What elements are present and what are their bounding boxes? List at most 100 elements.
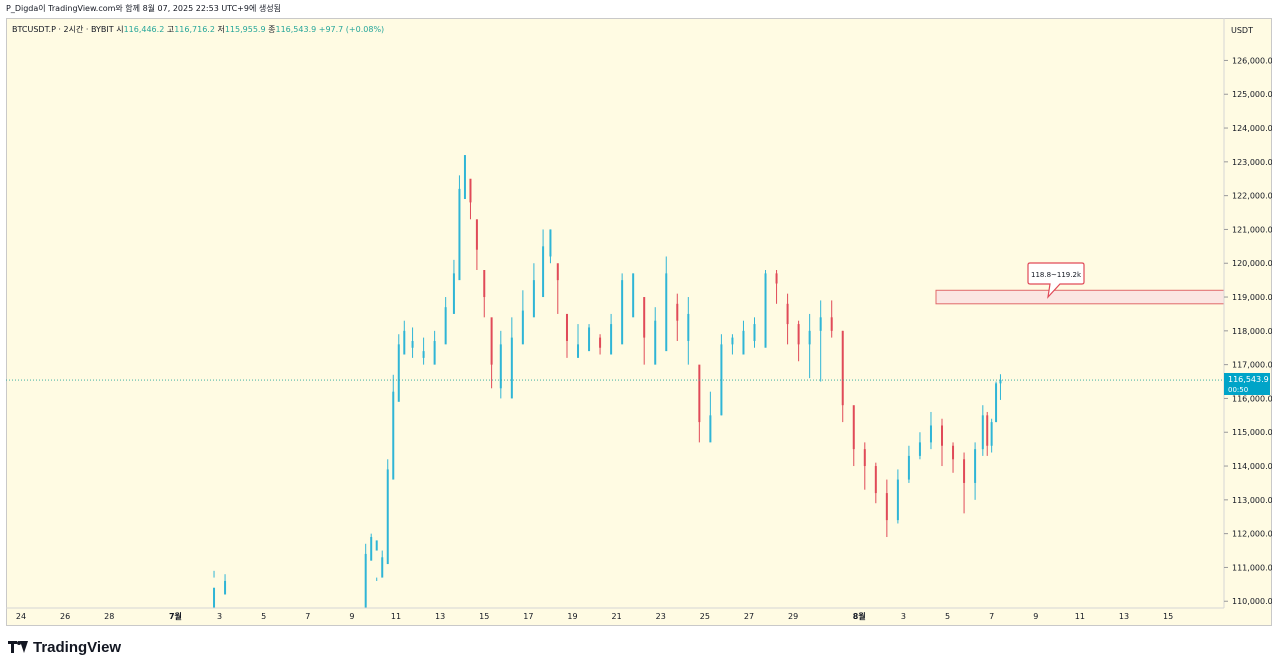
candle-body: [463, 155, 466, 200]
time-tick-label: 27: [744, 612, 754, 621]
candle-body: [364, 553, 367, 608]
price-tick-label: 116,000.0: [1232, 394, 1272, 403]
candle-body: [974, 449, 977, 483]
time-tick-label: 29: [788, 612, 798, 621]
candle-body: [874, 466, 877, 494]
price-tick-label: 110,000.0: [1232, 597, 1272, 606]
open-value: 116,446.2: [123, 25, 165, 34]
candle-body: [995, 383, 998, 423]
time-tick-label: 11: [1075, 612, 1085, 621]
zone-callout[interactable]: 118.8~119.2k: [1027, 262, 1085, 299]
time-tick-label: 21: [612, 612, 622, 621]
time-tick-label: 3: [217, 612, 222, 621]
symbol-name: BTCUSDT.P · 2시간 · BYBIT: [12, 25, 114, 34]
time-tick-label: 17: [523, 612, 533, 621]
time-tick-label: 15: [479, 612, 489, 621]
low-value: 115,955.9: [224, 25, 266, 34]
price-tick-label: 124,000.0: [1232, 124, 1272, 133]
time-tick-label: 24: [16, 612, 26, 621]
candle-body: [963, 459, 966, 483]
candle-body: [742, 330, 745, 355]
time-tick-label: 8월: [853, 611, 866, 621]
price-axis[interactable]: USDT 126,000.0 125,000.0 124,000.0 123,000.…: [1223, 18, 1272, 608]
candle-body: [986, 415, 989, 446]
candle-body: [621, 280, 624, 345]
price-tick-label: 111,000.0: [1232, 563, 1272, 572]
candle-body: [510, 337, 513, 399]
candle-body: [556, 263, 559, 281]
zone-callout-label: 118.8~119.2k: [1031, 271, 1082, 279]
candle-body: [753, 324, 756, 341]
chart-attribution: P_Digda이 TradingView.com와 함께 8월 07, 2025…: [6, 4, 281, 13]
time-tick-label: 7: [305, 612, 310, 621]
time-tick-label: 28: [104, 612, 114, 621]
price-tick-labels: 126,000.0 125,000.0 124,000.0 123,000.0 122,…: [1224, 56, 1272, 606]
candle-body: [981, 415, 984, 450]
last-price-label: 116,543.9: [1228, 375, 1269, 384]
candle-body: [444, 307, 447, 345]
zone-callout-shape: [1027, 262, 1085, 299]
price-tick-label: 121,000.0: [1232, 225, 1272, 234]
time-tick-label: 23: [656, 612, 666, 621]
time-tick-labels: 24 26 28 7월 3 5 7 9 11 13 15 17 19 21 23 25 27 29 8월 3 5 7 9 11…: [16, 611, 1173, 621]
candle-body: [588, 327, 591, 352]
time-tick-label: 7월: [169, 611, 182, 621]
candle-body: [224, 580, 227, 595]
candle-body: [720, 344, 723, 416]
time-tick-label: 19: [567, 612, 577, 621]
price-tick-label: 112,000.0: [1232, 530, 1272, 539]
candle-body: [392, 391, 395, 480]
chart-frame[interactable]: [6, 18, 1272, 626]
time-tick-label: 9: [349, 612, 354, 621]
price-tick-label: 119,000.0: [1232, 293, 1272, 302]
candlestick-chart[interactable]: 118.8~119.2k USDT 126,000.0 125,000.0 124,…: [6, 18, 1272, 626]
price-tick-label: 125,000.0: [1232, 90, 1272, 99]
bar-countdown: 00:50: [1228, 386, 1248, 394]
candle-body: [610, 324, 613, 355]
candle-body: [952, 445, 955, 460]
candle-body: [483, 270, 486, 298]
price-tick-label: 115,000.0: [1232, 428, 1272, 437]
candle-body: [775, 273, 778, 284]
symbol-legend[interactable]: BTCUSDT.P · 2시간 · BYBIT 시116,446.2 고116,…: [12, 24, 384, 35]
price-tick-label: 122,000.0: [1232, 192, 1272, 201]
candle-body: [452, 273, 455, 314]
time-axis[interactable]: 24 26 28 7월 3 5 7 9 11 13 15 17 19 21 23 25 27 29 8월 3 5 7 9 11…: [6, 607, 1224, 621]
candle-body: [687, 313, 690, 341]
time-tick-label: 3: [901, 612, 906, 621]
candle-body: [532, 280, 535, 318]
candle-body: [397, 344, 400, 402]
candle-body: [411, 340, 414, 348]
price-tick-label: 113,000.0: [1232, 496, 1272, 505]
last-price-tag: 116,543.9 00:50: [1224, 373, 1270, 395]
candle-body: [542, 246, 545, 298]
candle-body: [698, 364, 701, 423]
price-tick-label: 120,000.0: [1232, 259, 1272, 268]
candle-body: [830, 317, 833, 331]
price-tick-label: 117,000.0: [1232, 361, 1272, 370]
candle-body: [403, 330, 406, 355]
time-tick-label: 5: [261, 612, 266, 621]
time-tick-label: 25: [700, 612, 710, 621]
candle-body: [929, 425, 932, 443]
candle-body: [654, 320, 657, 365]
candle-body: [469, 178, 472, 203]
candle-body: [490, 317, 493, 365]
time-tick-label: 11: [391, 612, 401, 621]
candle-body: [521, 310, 524, 345]
candle-body: [381, 557, 384, 578]
candle-body: [433, 340, 436, 365]
candle-body: [599, 337, 602, 348]
time-tick-label: 5: [945, 612, 950, 621]
candle-body: [565, 313, 568, 341]
change-value: +97.7 (+0.08%): [318, 25, 385, 34]
candle-body: [941, 425, 944, 446]
candle-body: [819, 317, 822, 331]
candle-body: [475, 219, 478, 250]
price-tick-label: 123,000.0: [1232, 158, 1272, 167]
candle-body: [375, 540, 378, 551]
time-tick-label: 26: [60, 612, 70, 621]
time-tick-label: 13: [435, 612, 445, 621]
candle-body: [797, 324, 800, 345]
tradingview-brand[interactable]: TradingView: [8, 639, 121, 656]
